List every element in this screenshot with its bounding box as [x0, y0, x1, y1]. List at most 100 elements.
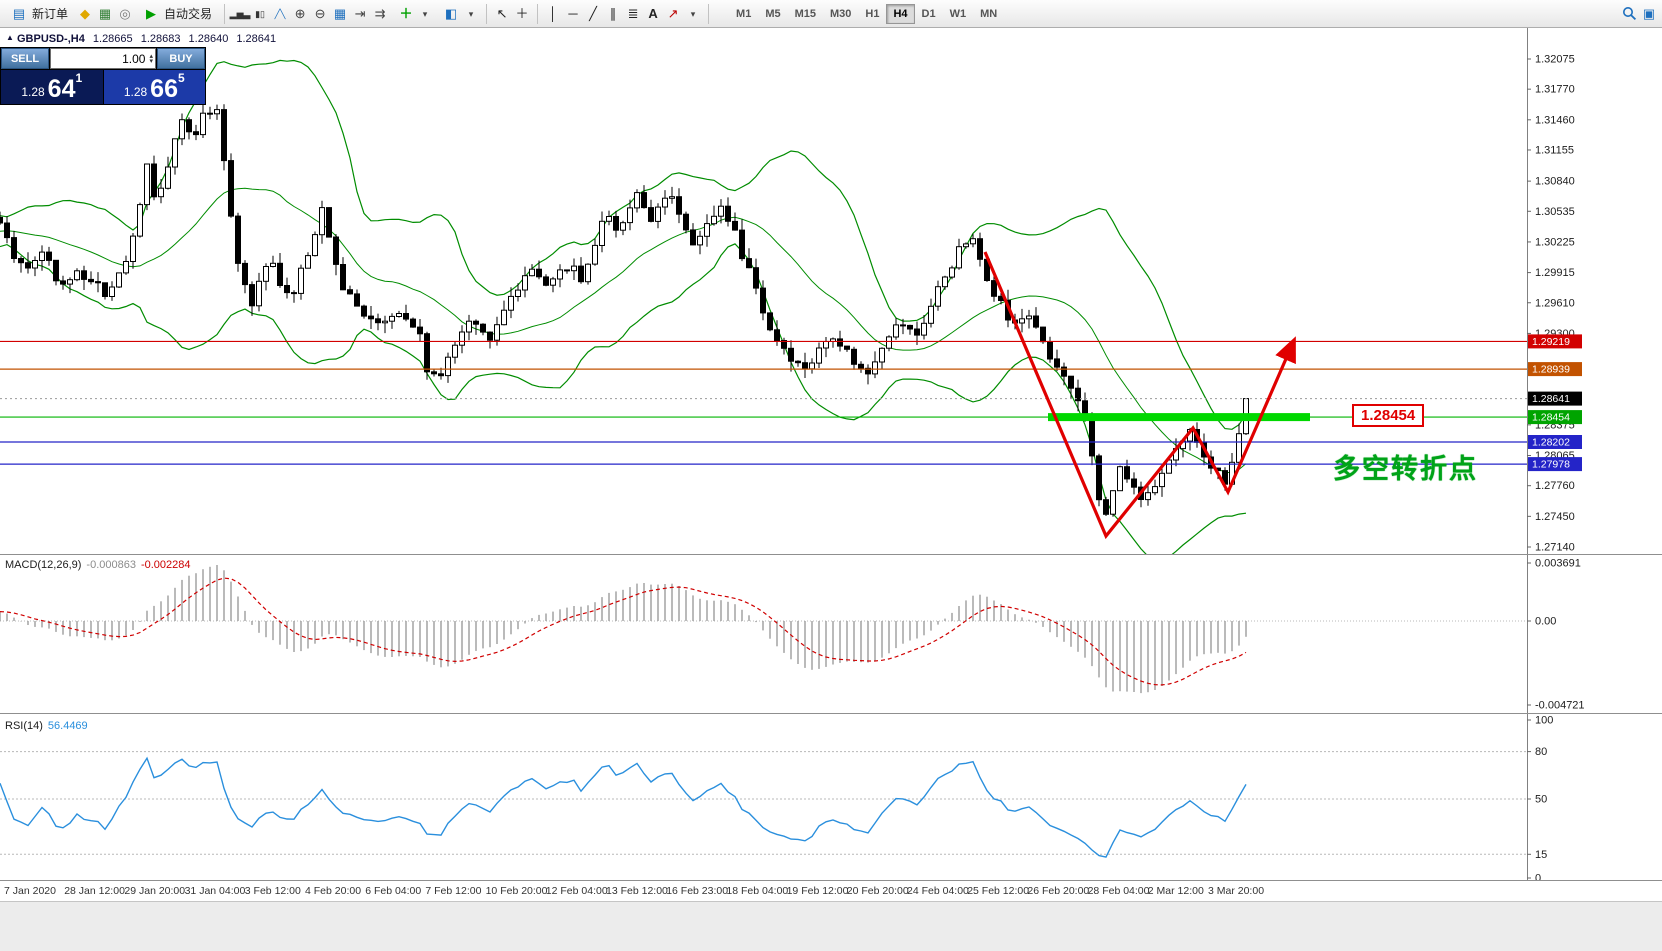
profiles-icon[interactable]: ◧: [444, 5, 458, 21]
volume-up-button[interactable]: ▴: [149, 52, 153, 60]
rsi-value: 56.4469: [47, 720, 88, 732]
fibonacci-icon[interactable]: ≣: [627, 5, 639, 21]
arrow-tools-caret-icon[interactable]: ▾: [690, 8, 696, 19]
price-tick: 1.29915: [1535, 267, 1575, 279]
crosshair-icon[interactable]: ＋: [515, 5, 529, 21]
new-chart-caret-icon: ▾: [422, 8, 428, 19]
time-axis-label: 3 Mar 20:00: [1208, 885, 1265, 897]
chart-ohlc-info: ▲ GBPUSD-,H4 1.28665 1.28683 1.28640 1.2…: [6, 33, 276, 45]
trendline-icon[interactable]: ╱: [589, 5, 597, 21]
time-axis-label: 24 Feb 04:00: [907, 885, 969, 897]
macd-panel[interactable]: 0.003691 0.00 -0.004721 MACD(12,26,9) -0.00…: [0, 554, 1662, 713]
price-tick: 1.29610: [1535, 297, 1575, 309]
indicators-caret-icon[interactable]: ▾: [468, 8, 474, 19]
time-axis-label: 12 Feb 04:00: [545, 885, 608, 897]
price-chart-canvas[interactable]: 1.32075 1.31770 1.31460 1.31155 1.30840 1.305…: [0, 28, 1662, 554]
price-level-label: [1528, 391, 1582, 406]
new-chart-button[interactable]: ＋ ▾: [391, 3, 440, 25]
sell-price[interactable]: 1.28 64 1: [1, 70, 103, 104]
timeframe-button-m15[interactable]: M15: [788, 4, 823, 24]
autotrading-label: 自动交易: [164, 7, 213, 21]
toolbar-separator: [537, 3, 539, 24]
time-axis-label: 20 Feb 20:00: [846, 885, 909, 897]
rsi-axis-tick: 100: [1535, 715, 1553, 727]
ohlc-close: 1.28641: [236, 33, 277, 45]
arrow-tools-icon[interactable]: ↗: [667, 5, 679, 21]
sell-price-point: 1: [75, 71, 83, 85]
rsi-axis-tick: 0: [1535, 873, 1541, 881]
price-axis[interactable]: 1.32075 1.31770 1.31460 1.31155 1.30840 1.305…: [1527, 28, 1582, 554]
volume-down-button[interactable]: ▾: [149, 57, 153, 65]
ohlc-low: 1.28640: [188, 33, 229, 45]
volume-input[interactable]: 1.00 ▴ ▾: [50, 48, 156, 69]
sell-price-main: 1.28: [21, 85, 45, 99]
vertical-line-icon[interactable]: │: [548, 5, 558, 21]
tile-windows-icon[interactable]: ▦: [333, 5, 347, 21]
rsi-line: [0, 756, 1247, 858]
price-level-lines[interactable]: [0, 340, 1527, 465]
buy-button[interactable]: BUY: [157, 48, 205, 69]
price-tick: 1.31770: [1535, 84, 1575, 96]
price-level-label: [1528, 435, 1582, 449]
cursor-icon[interactable]: ↖: [496, 5, 508, 21]
bar-chart-icon[interactable]: ▂▅▃: [229, 8, 251, 19]
price-tick: 1.30535: [1535, 206, 1575, 218]
svg-text:1.28454: 1.28454: [1532, 412, 1570, 424]
new-order-button[interactable]: ▤ 新订单: [4, 3, 74, 25]
toolbar-separator: [486, 3, 488, 24]
timeframe-button-mn[interactable]: MN: [973, 4, 1004, 24]
time-axis-label: 7 Feb 12:00: [425, 885, 482, 897]
layout-icon[interactable]: ▣: [1642, 5, 1656, 21]
candlestick-chart-icon[interactable]: ▮▯: [255, 8, 265, 19]
price-tick: 1.27450: [1535, 511, 1575, 523]
svg-text:1.28202: 1.28202: [1532, 437, 1570, 449]
search-icon[interactable]: [1620, 5, 1638, 23]
zigzag-annotation[interactable]: [983, 251, 1296, 540]
timeframe-button-h1[interactable]: H1: [858, 4, 886, 24]
text-tool-icon[interactable]: A: [648, 5, 658, 21]
status-area: [0, 901, 1662, 951]
timeframe-button-m30[interactable]: M30: [823, 4, 858, 24]
mql-wizard-icon[interactable]: ◆: [80, 5, 91, 21]
price-chart-panel[interactable]: 1.32075 1.31770 1.31460 1.31155 1.30840 1.305…: [0, 28, 1662, 554]
zoom-out-icon[interactable]: ⊖: [314, 5, 326, 21]
sell-price-pips: 64: [47, 75, 76, 103]
price-level-callout[interactable]: 1.28454: [1352, 404, 1425, 427]
time-axis[interactable]: 7 Jan 2020 28 Jan 12:00 29 Jan 20:00 31 Jan…: [0, 880, 1662, 901]
chart-shift-icon[interactable]: ⇉: [374, 5, 386, 21]
buy-price[interactable]: 1.28 66 5: [103, 70, 205, 104]
macd-name: MACD(12,26,9): [5, 559, 82, 571]
price-tick: 1.32075: [1535, 54, 1575, 66]
rsi-canvas[interactable]: 100 80 50 15 0: [0, 714, 1662, 880]
metaeditor-icon[interactable]: ◎: [119, 5, 131, 21]
timeframe-button-m5[interactable]: M5: [758, 4, 787, 24]
auto-scroll-icon[interactable]: ⇥: [354, 5, 366, 21]
time-axis-label: 13 Feb 12:00: [606, 885, 668, 897]
rsi-panel[interactable]: 100 80 50 15 0 RSI(14) 56.4469: [0, 713, 1662, 880]
time-axis-label: 3 Feb 12:00: [244, 885, 301, 897]
time-axis-label: 7 Jan 2020: [4, 885, 56, 897]
horizontal-line-icon[interactable]: ─: [568, 5, 578, 21]
line-chart-icon[interactable]: ╱╲: [274, 8, 286, 19]
candles: [0, 102, 1249, 517]
timeframe-button-m1[interactable]: M1: [729, 4, 758, 24]
svg-text:1.27978: 1.27978: [1532, 459, 1570, 471]
turning-point-annotation[interactable]: 多空转折点: [1333, 454, 1478, 484]
autotrading-button[interactable]: ▶ 自动交易: [136, 3, 218, 25]
channel-icon[interactable]: ∥: [609, 5, 617, 21]
sell-button[interactable]: SELL: [1, 48, 49, 69]
charts-window-icon[interactable]: ▦: [98, 5, 112, 21]
timeframe-button-w1[interactable]: W1: [943, 4, 974, 24]
rsi-axis-tick: 50: [1535, 794, 1547, 806]
time-axis-label: 2 Mar 12:00: [1147, 885, 1204, 897]
toolbar-separator: [708, 3, 710, 24]
svg-text:1.29219: 1.29219: [1532, 336, 1570, 348]
price-tick: 1.30225: [1535, 236, 1575, 248]
support-zone-bar[interactable]: [1048, 413, 1310, 422]
macd-canvas[interactable]: 0.003691 0.00 -0.004721: [0, 555, 1662, 713]
macd-signal-line: [0, 577, 1247, 686]
zoom-in-icon[interactable]: ⊕: [294, 5, 306, 21]
timeframe-button-h4[interactable]: H4: [886, 3, 915, 24]
timeframe-button-d1[interactable]: D1: [915, 4, 943, 24]
